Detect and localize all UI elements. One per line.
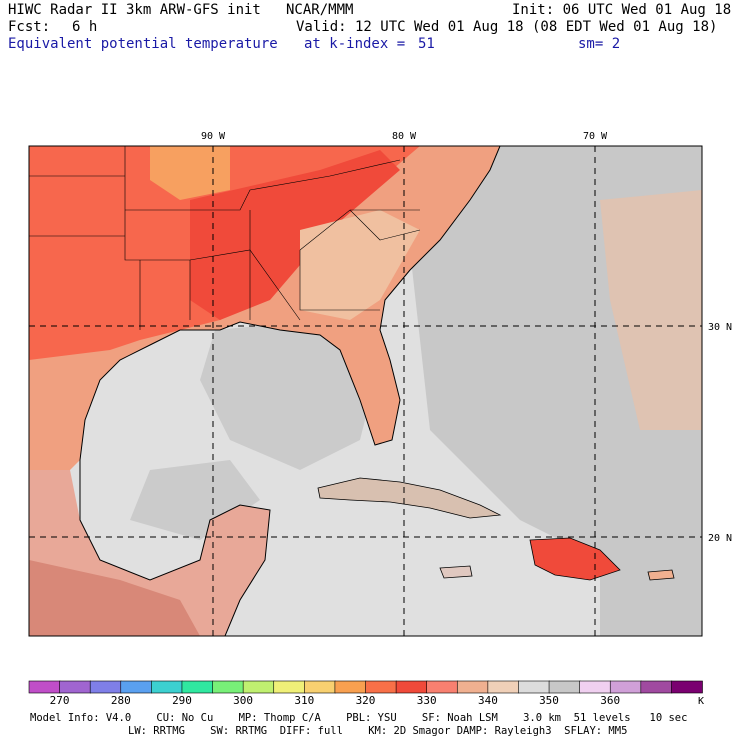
- lat-label-20n: 20 N: [708, 533, 732, 544]
- us-hot-region: [190, 150, 400, 320]
- hispaniola-island: [529, 537, 621, 581]
- colorbar-swatch: [89, 680, 122, 694]
- model-title: HIWC Radar II 3km ARW-GFS init: [8, 2, 261, 18]
- level-label: at k-index =: [304, 36, 406, 52]
- colorbar-swatch: [304, 680, 336, 694]
- cuba-island: [317, 477, 502, 519]
- colorbar-swatch: [395, 680, 428, 694]
- colorbar-swatch: [487, 680, 520, 694]
- footer-line-2: LW: RRTMG SW: RRTMG DIFF: full KM: 2D Sm…: [128, 725, 628, 737]
- fcst-label: Fcst:: [8, 19, 51, 35]
- smooth-label: sm= 2: [578, 36, 621, 52]
- fcst-value: 6 h: [72, 19, 98, 35]
- colorbar-swatch: [151, 680, 183, 694]
- colorbar-swatch: [640, 680, 673, 694]
- colorbar-tick-label: 320: [356, 694, 376, 707]
- colorbar-swatch: [181, 680, 214, 694]
- central-america-region: [29, 560, 200, 636]
- colorbar-tick-label: 290: [172, 694, 192, 707]
- colorbar: [28, 680, 703, 694]
- lat-label-30n: 30 N: [708, 322, 732, 333]
- field-name: Equivalent potential temperature: [8, 36, 278, 52]
- colorbar-swatch: [365, 680, 397, 694]
- graticule: [29, 146, 702, 636]
- colorbar-tick-label: 300: [233, 694, 253, 707]
- map-field: [29, 146, 702, 636]
- colorbar-swatch: [609, 680, 642, 694]
- jamaica-island: [439, 565, 473, 579]
- colorbar-swatch: [242, 680, 275, 694]
- us-orange-region: [150, 146, 230, 200]
- lon-label-80w: 80 W: [392, 131, 417, 142]
- colorbar-swatch: [548, 680, 581, 694]
- colorbar-unit: K: [698, 696, 704, 707]
- coastline: [79, 146, 501, 636]
- colorbar-swatch: [59, 680, 91, 694]
- colorbar-tick-label: 330: [417, 694, 437, 707]
- colorbar-swatch: [120, 680, 153, 694]
- org-label: NCAR/MMM: [286, 2, 354, 18]
- colorbar-swatch: [28, 680, 61, 694]
- colorbar-tick-label: 310: [294, 694, 314, 707]
- map-frame: [28, 145, 703, 637]
- colorbar-swatch: [456, 680, 489, 694]
- atlantic-tan-region: [600, 190, 702, 430]
- colorbar-swatch: [671, 680, 703, 694]
- colorbar-tick-label: 280: [111, 694, 131, 707]
- colorbar-tick-label: 360: [600, 694, 620, 707]
- colorbar-tick-label: 270: [50, 694, 70, 707]
- valid-time: Valid: 12 UTC Wed 01 Aug 18 (08 EDT Wed …: [296, 19, 718, 35]
- colorbar-swatch: [426, 680, 459, 694]
- colorbar-swatch: [518, 680, 550, 694]
- puerto-rico-island: [647, 569, 675, 581]
- lon-label-90w: 90 W: [201, 131, 226, 142]
- lon-label-70w: 70 W: [583, 131, 608, 142]
- gulf-gray-region: [200, 320, 380, 470]
- level-value: 51: [418, 36, 435, 52]
- state-borders: [29, 146, 421, 330]
- colorbar-swatch: [334, 680, 367, 694]
- colorbar-swatch: [579, 680, 612, 694]
- colorbar-swatch: [212, 680, 244, 694]
- colorbar-tick-label: 340: [478, 694, 498, 707]
- colorbar-swatch: [273, 680, 306, 694]
- colorbar-ticks: 270 280 290 300 310 320 330 340 350 360: [50, 694, 620, 707]
- init-time: Init: 06 UTC Wed 01 Aug 18: [512, 2, 732, 18]
- footer-line-1: Model Info: V4.0 CU: No Cu MP: Thomp C/A…: [30, 712, 688, 724]
- colorbar-tick-label: 350: [539, 694, 559, 707]
